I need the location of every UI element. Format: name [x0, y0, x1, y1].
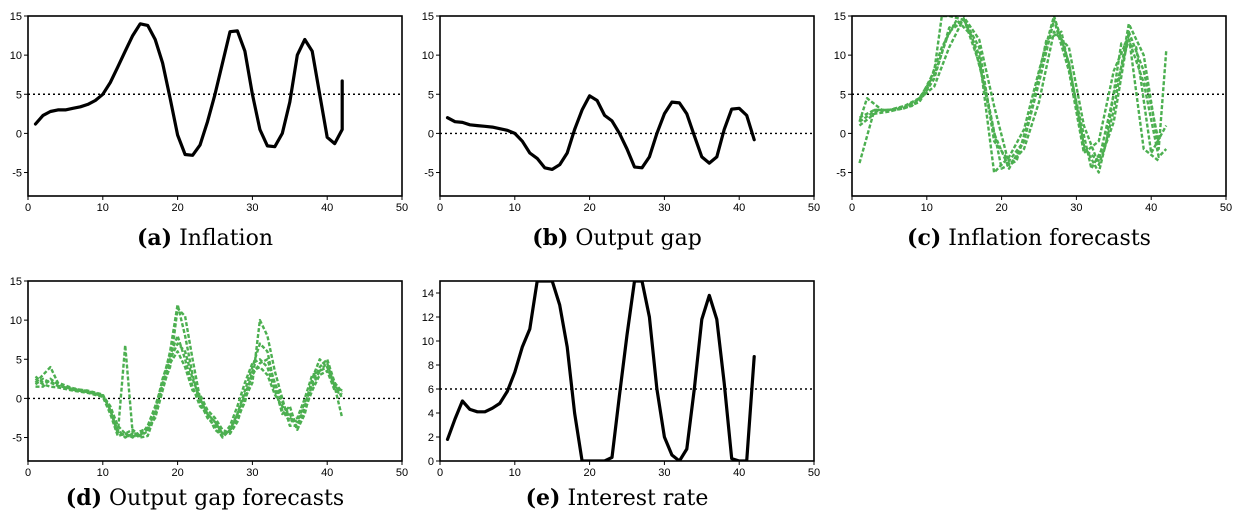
caption-d-text: Output gap forecasts [109, 486, 345, 511]
y-tick-label: -5 [836, 168, 846, 180]
y-tick-label: 15 [10, 11, 22, 23]
x-tick-label: 40 [733, 467, 745, 479]
x-tick-label: 30 [246, 467, 258, 479]
x-tick-label: 20 [995, 202, 1007, 214]
y-tick-label: 0 [428, 128, 434, 140]
series-line-1 [445, 94, 756, 171]
x-tick-label: 20 [583, 467, 595, 479]
y-tick-label: 10 [10, 50, 22, 62]
x-tick-label: 50 [808, 467, 820, 479]
x-tick-label: 10 [509, 202, 521, 214]
y-tick-label: 5 [16, 89, 22, 101]
y-tick-label: -5 [12, 433, 22, 445]
y-tick-label: 14 [422, 288, 434, 300]
x-tick-label: 0 [25, 467, 31, 479]
chart-c: 0 10 20 30 40 50 -5 0 5 10 15 [834, 11, 1232, 214]
y-tick-label: 15 [422, 11, 434, 23]
chart-e: 0 10 20 30 40 50 0 2 4 6 8 10 12 14 [422, 280, 820, 479]
x-tick-label: 20 [171, 202, 183, 214]
x-tick-label: 40 [1145, 202, 1157, 214]
x-tick-label: 30 [658, 202, 670, 214]
caption-c: (c) Inflation forecasts [824, 225, 1234, 251]
y-tick-label: 10 [834, 50, 846, 62]
y-tick-label: 10 [422, 50, 434, 62]
chart-a: 0 10 20 30 40 50 -5 0 5 10 15 [10, 11, 408, 214]
caption-a: (a) Inflation [0, 225, 410, 251]
plot-frame [27, 15, 403, 197]
y-tick-label: 5 [428, 89, 434, 101]
y-tick-label: 8 [428, 360, 434, 372]
x-tick-label: 40 [321, 467, 333, 479]
plot-frame [27, 280, 403, 462]
series-line-5 [34, 342, 344, 438]
y-tick-label: 6 [428, 384, 434, 396]
x-tick-label: 10 [97, 202, 109, 214]
x-tick-label: 0 [25, 202, 31, 214]
y-tick-label: 10 [422, 336, 434, 348]
series-line-5 [858, 16, 1160, 166]
y-tick-label: 2 [428, 432, 434, 444]
x-tick-label: 10 [921, 202, 933, 214]
y-tick-label: 15 [834, 11, 846, 23]
x-tick-label: 20 [171, 467, 183, 479]
x-tick-label: 30 [246, 202, 258, 214]
caption-c-text: Inflation forecasts [948, 226, 1151, 251]
series-line-1 [33, 22, 344, 157]
x-tick-label: 50 [396, 467, 408, 479]
series-line-4 [34, 350, 343, 439]
y-tick-label: 0 [428, 456, 434, 468]
caption-a-tag: (a) [136, 225, 173, 251]
x-tick-label: 0 [849, 202, 855, 214]
series-line-1 [445, 281, 756, 461]
x-tick-label: 30 [1070, 202, 1082, 214]
y-tick-label: 5 [16, 354, 22, 366]
caption-c-tag: (c) [907, 225, 942, 251]
y-tick-label: 4 [428, 408, 434, 420]
x-tick-label: 20 [583, 202, 595, 214]
caption-e: (e) Interest rate [412, 485, 822, 511]
x-tick-label: 40 [733, 202, 745, 214]
y-tick-label: -5 [12, 168, 22, 180]
x-tick-label: 0 [437, 202, 443, 214]
chart-d: 0 10 20 30 40 50 -5 0 5 10 15 [10, 276, 408, 479]
caption-e-tag: (e) [525, 485, 561, 511]
chart-panel-e: 0 10 20 30 40 50 0 2 4 6 8 10 12 14 [412, 265, 822, 480]
chart-panel-b: 0 10 20 30 40 50 -5 0 5 10 15 [412, 0, 822, 215]
x-tick-label: 30 [658, 467, 670, 479]
x-tick-label: 0 [437, 467, 443, 479]
x-tick-label: 50 [396, 202, 408, 214]
plot-frame [851, 15, 1227, 197]
y-tick-label: 0 [840, 128, 846, 140]
chart-b: 0 10 20 30 40 50 -5 0 5 10 15 [422, 11, 820, 214]
chart-panel-a: 0 10 20 30 40 50 -5 0 5 10 15 [0, 0, 410, 215]
caption-d-tag: (d) [65, 485, 102, 511]
y-tick-label: 0 [16, 128, 22, 140]
y-tick-label: 0 [16, 393, 22, 405]
caption-e-text: Interest rate [567, 486, 709, 511]
y-tick-label: 5 [840, 89, 846, 101]
caption-b-text: Output gap [575, 226, 702, 251]
x-tick-label: 40 [321, 202, 333, 214]
y-tick-label: 15 [10, 276, 22, 288]
y-tick-label: -5 [424, 168, 434, 180]
caption-a-text: Inflation [179, 226, 274, 251]
y-tick-label: 12 [422, 312, 434, 324]
plot-frame [439, 15, 815, 197]
y-tick-label: 10 [10, 315, 22, 327]
chart-panel-c: 0 10 20 30 40 50 -5 0 5 10 15 [824, 0, 1234, 215]
x-tick-label: 10 [97, 467, 109, 479]
plot-frame [439, 280, 815, 462]
caption-b-tag: (b) [532, 225, 569, 251]
x-tick-label: 50 [1220, 202, 1232, 214]
caption-b: (b) Output gap [412, 225, 822, 251]
series-line-4 [858, 18, 1160, 163]
series-line-3 [858, 16, 1168, 174]
caption-d: (d) Output gap forecasts [0, 485, 410, 511]
chart-panel-d: 0 10 20 30 40 50 -5 0 5 10 15 [0, 265, 410, 480]
x-tick-label: 50 [808, 202, 820, 214]
x-tick-label: 10 [509, 467, 521, 479]
